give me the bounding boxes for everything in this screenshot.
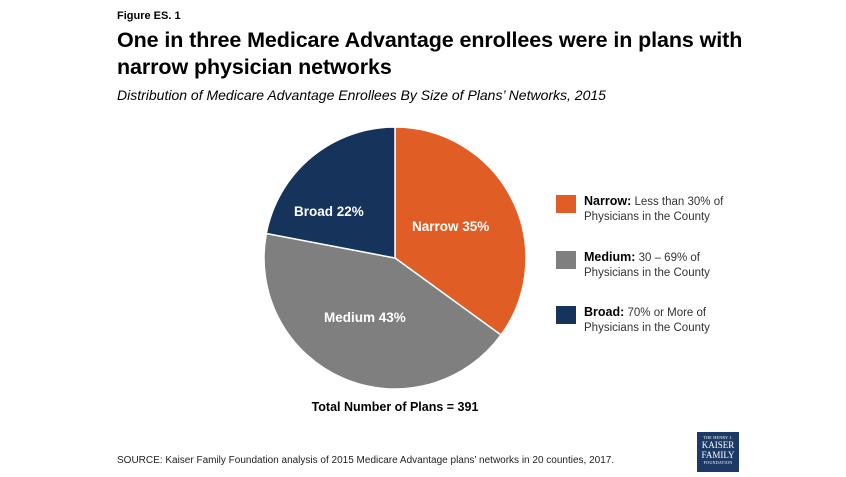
chart-subtitle: Distribution of Medicare Advantage Enrol…: [117, 87, 606, 103]
legend-key: Medium:: [584, 250, 636, 264]
legend-desc: Physicians in the County: [584, 267, 710, 279]
legend-item-medium: Medium: 30 – 69% of Physicians in the Cou…: [556, 250, 710, 281]
legend-desc: 30 – 69% of: [638, 252, 700, 264]
slice-label-broad: Broad 22%: [294, 204, 364, 219]
legend-swatch-medium: [556, 251, 576, 269]
figure-label: Figure ES. 1: [117, 10, 181, 22]
slice-label-narrow: Narrow 35%: [412, 219, 490, 234]
legend-desc: Physicians in the County: [584, 211, 710, 223]
legend-key: Narrow:: [584, 194, 632, 208]
legend-swatch-narrow: [556, 195, 576, 213]
pie-slice-narrow: [394, 126, 527, 337]
kff-logo: THE HENRY J. KAISER FAMILY FOUNDATION: [697, 432, 739, 472]
legend-desc: Less than 30% of: [634, 196, 724, 208]
slice-label-medium: Medium 43%: [324, 310, 406, 325]
legend-swatch-broad: [556, 306, 576, 324]
pie-slice-broad: [265, 126, 396, 259]
legend-item-narrow: Narrow: Less than 30% of Physicians in th…: [556, 194, 723, 225]
legend-desc: 70% or More of: [627, 307, 707, 319]
source-note: SOURCE: Kaiser Family Foundation analysi…: [117, 455, 615, 466]
pie-slice-medium: [263, 232, 503, 390]
chart-title: One in three Medicare Advantage enrollee…: [117, 28, 743, 79]
total-plans-note: Total Number of Plans = 391: [311, 400, 479, 414]
legend-item-broad: Broad: 70% or More of Physicians in the C…: [556, 305, 710, 336]
legend-key: Broad:: [584, 305, 625, 319]
legend-desc: Physicians in the County: [584, 322, 710, 334]
